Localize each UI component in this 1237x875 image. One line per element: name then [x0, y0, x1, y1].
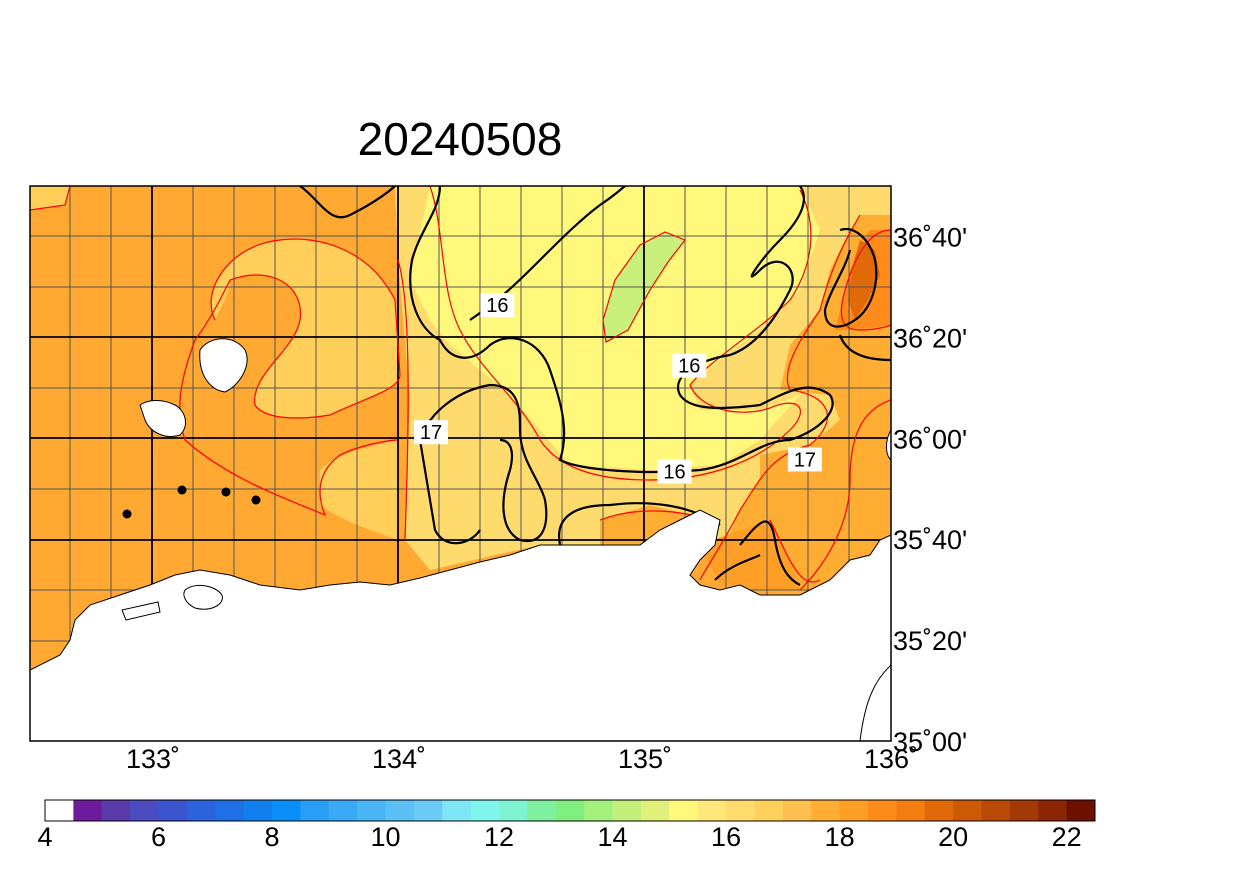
colorbar-swatch [243, 800, 273, 821]
colorbar-swatch [101, 800, 131, 821]
major-grid-lines [30, 186, 891, 741]
lake-nakaumi [121, 601, 161, 621]
colorbar-tick-label: 20 [938, 822, 968, 852]
colorbar-tick-label: 14 [598, 822, 628, 852]
colorbar-swatch [867, 800, 897, 821]
contour-label: 16 [486, 295, 508, 317]
station-dot [177, 485, 187, 495]
y-tick-label: 36˚20' [893, 323, 967, 353]
colorbar-tick-label: 8 [265, 822, 280, 852]
land-mass [30, 509, 891, 741]
colorbar-swatch [754, 800, 784, 821]
colorbar-frame [44, 799, 1096, 822]
colorbar-swatch [300, 800, 330, 821]
y-tick-label: 35˚40' [893, 525, 967, 555]
colorbar-swatch [442, 800, 472, 821]
temperature-field: 16 16 17 16 17 [30, 186, 891, 741]
station-markers [122, 485, 261, 519]
contour-label-box [657, 459, 692, 484]
colorbar-swatch [811, 800, 841, 821]
y-tick-label: 36˚00' [893, 424, 967, 454]
black-contours [299, 186, 891, 586]
contour-label: 16 [678, 356, 700, 378]
colorbar-swatch [726, 800, 755, 821]
land-shimane-peninsula [183, 584, 223, 610]
colorbar-tick-label: 16 [711, 822, 741, 852]
colorbar-swatch [272, 800, 301, 821]
colorbar-tick-label: 12 [484, 822, 514, 852]
x-tick-label: 136˚ [864, 744, 918, 774]
colorbar-swatch [186, 800, 216, 821]
colorbar-swatch [640, 800, 670, 821]
contour-label: 17 [794, 449, 816, 471]
colorbar-swatch [499, 800, 528, 821]
colorbar-swatch [328, 800, 358, 821]
station-dot [251, 495, 261, 505]
colorbar-swatch [1009, 800, 1039, 821]
contour-label-box [480, 293, 515, 318]
y-tick-label: 36˚40' [893, 222, 967, 252]
y-tick-label: 35˚00' [893, 727, 967, 757]
colorbar-tick-label: 6 [151, 822, 166, 852]
colorbar-swatch [896, 800, 926, 821]
y-axis-ticks: 36˚40' 36˚20' 36˚00' 35˚40' 35˚20' 35˚00' [893, 222, 967, 757]
colorbar-swatch [470, 800, 500, 821]
colorbar-swatch [130, 800, 160, 821]
colorbar-tick-label: 18 [825, 822, 855, 852]
colorbar-swatch [555, 800, 585, 821]
colorbar-tick-label: 4 [37, 822, 52, 852]
colorbar-swatch [782, 800, 812, 821]
colorbar-tick-label: 10 [371, 822, 401, 852]
island-oki-dozen [139, 400, 186, 437]
colorbar-swatch [1038, 800, 1068, 821]
island-oki-dogo [199, 338, 248, 393]
plot-frame [29, 185, 892, 742]
colorbar-swatch [669, 800, 699, 821]
colorbar-swatch [357, 800, 387, 821]
colorbar-swatch [215, 800, 245, 821]
colorbar-swatch [158, 800, 188, 821]
colorbar-swatch [413, 800, 443, 821]
colorbar-swatch [612, 800, 642, 821]
x-tick-label: 134˚ [372, 744, 426, 774]
colorbar-swatch [697, 800, 727, 821]
colorbar-swatch [1066, 800, 1096, 821]
colorbar-swatch [924, 800, 954, 821]
map-title: 20240508 [357, 113, 563, 165]
colorbar-swatch [584, 800, 614, 821]
contour-label-box [413, 420, 448, 445]
colorbar-swatch [839, 800, 869, 821]
contour-labels: 16 16 17 16 17 [413, 293, 822, 484]
station-dot [122, 509, 132, 519]
colorbar-tick-label: 22 [1052, 822, 1082, 852]
contour-label: 16 [663, 462, 685, 484]
colorbar-swatch [73, 800, 103, 821]
colorbar: 4 6 8 10 12 14 16 18 20 22 [37, 799, 1096, 852]
colorbar-swatch [953, 800, 982, 821]
colorbar-swatch [385, 800, 415, 821]
contour-label: 17 [420, 422, 442, 444]
colorbar-swatch [527, 800, 557, 821]
y-tick-label: 35˚20' [893, 626, 967, 656]
contour-label-box [787, 447, 822, 472]
contour-label-box [672, 353, 707, 378]
station-dot [221, 487, 231, 497]
colorbar-swatch [981, 800, 1011, 821]
red-isolines [30, 186, 891, 591]
colorbar-swatch [45, 800, 74, 821]
x-tick-label: 135˚ [618, 744, 672, 774]
x-tick-label: 133˚ [126, 744, 180, 774]
x-axis-ticks: 133˚ 134˚ 135˚ 136˚ [126, 744, 918, 774]
